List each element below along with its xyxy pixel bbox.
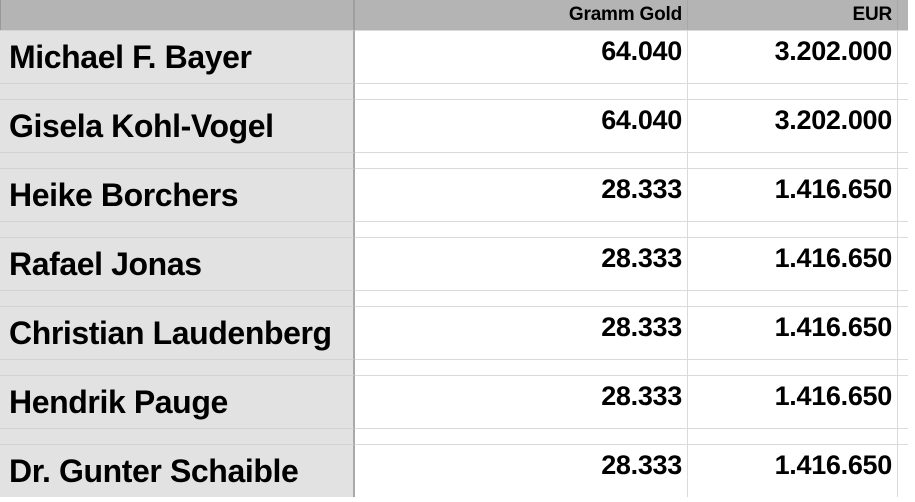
header-row: Gramm Gold EUR bbox=[0, 0, 908, 30]
end-cell bbox=[898, 306, 908, 359]
header-cell-empty[interactable] bbox=[0, 0, 355, 30]
end-cell bbox=[898, 168, 908, 221]
header-cell-eur[interactable]: EUR bbox=[688, 0, 898, 30]
spacer-name-cell[interactable] bbox=[0, 83, 355, 99]
spacer-eur-cell[interactable] bbox=[688, 221, 898, 237]
spacer-gold-cell[interactable] bbox=[355, 152, 688, 168]
gramm-gold-cell[interactable]: 28.333 bbox=[355, 306, 688, 359]
spacer-name-cell[interactable] bbox=[0, 221, 355, 237]
header-cell-gramm-gold[interactable]: Gramm Gold bbox=[355, 0, 688, 30]
spacer-eur-cell[interactable] bbox=[688, 428, 898, 444]
table-row: Gisela Kohl-Vogel 64.040 3.202.000 bbox=[0, 99, 908, 152]
spacer-eur-cell[interactable] bbox=[688, 83, 898, 99]
end-cell bbox=[898, 359, 908, 375]
gramm-gold-cell[interactable]: 28.333 bbox=[355, 237, 688, 290]
spacer-row bbox=[0, 359, 908, 375]
table-row: Rafael Jonas 28.333 1.416.650 bbox=[0, 237, 908, 290]
gramm-gold-cell[interactable]: 64.040 bbox=[355, 99, 688, 152]
gramm-gold-cell[interactable]: 28.333 bbox=[355, 375, 688, 428]
end-cell bbox=[898, 30, 908, 83]
eur-cell[interactable]: 1.416.650 bbox=[688, 375, 898, 428]
end-cell bbox=[898, 237, 908, 290]
end-cell bbox=[898, 290, 908, 306]
name-cell[interactable]: Christian Laudenberg bbox=[0, 306, 355, 359]
gramm-gold-cell[interactable]: 28.333 bbox=[355, 168, 688, 221]
spacer-name-cell[interactable] bbox=[0, 290, 355, 306]
end-cell bbox=[898, 221, 908, 237]
end-cell bbox=[898, 152, 908, 168]
name-cell[interactable]: Hendrik Pauge bbox=[0, 375, 355, 428]
spacer-row bbox=[0, 152, 908, 168]
table-row: Heike Borchers 28.333 1.416.650 bbox=[0, 168, 908, 221]
name-cell[interactable]: Gisela Kohl-Vogel bbox=[0, 99, 355, 152]
name-cell[interactable]: Michael F. Bayer bbox=[0, 30, 355, 83]
spacer-name-cell[interactable] bbox=[0, 359, 355, 375]
end-cell bbox=[898, 428, 908, 444]
eur-cell[interactable]: 1.416.650 bbox=[688, 168, 898, 221]
name-cell[interactable]: Dr. Gunter Schaible bbox=[0, 444, 355, 497]
table-row: Dr. Gunter Schaible 28.333 1.416.650 bbox=[0, 444, 908, 497]
eur-cell[interactable]: 1.416.650 bbox=[688, 306, 898, 359]
spacer-gold-cell[interactable] bbox=[355, 290, 688, 306]
spacer-name-cell[interactable] bbox=[0, 152, 355, 168]
end-cell bbox=[898, 99, 908, 152]
table-row: Christian Laudenberg 28.333 1.416.650 bbox=[0, 306, 908, 359]
spacer-gold-cell[interactable] bbox=[355, 359, 688, 375]
table-row: Hendrik Pauge 28.333 1.416.650 bbox=[0, 375, 908, 428]
gramm-gold-cell[interactable]: 64.040 bbox=[355, 30, 688, 83]
table-row: Michael F. Bayer 64.040 3.202.000 bbox=[0, 30, 908, 83]
spacer-row bbox=[0, 221, 908, 237]
spacer-row bbox=[0, 83, 908, 99]
spacer-gold-cell[interactable] bbox=[355, 428, 688, 444]
spacer-gold-cell[interactable] bbox=[355, 221, 688, 237]
spacer-gold-cell[interactable] bbox=[355, 83, 688, 99]
spacer-row bbox=[0, 428, 908, 444]
eur-cell[interactable]: 3.202.000 bbox=[688, 30, 898, 83]
spacer-eur-cell[interactable] bbox=[688, 359, 898, 375]
name-cell[interactable]: Heike Borchers bbox=[0, 168, 355, 221]
end-cell bbox=[898, 444, 908, 497]
spacer-eur-cell[interactable] bbox=[688, 152, 898, 168]
spacer-eur-cell[interactable] bbox=[688, 290, 898, 306]
gramm-gold-cell[interactable]: 28.333 bbox=[355, 444, 688, 497]
end-cell bbox=[898, 375, 908, 428]
header-cell-end bbox=[898, 0, 908, 30]
name-cell[interactable]: Rafael Jonas bbox=[0, 237, 355, 290]
eur-cell[interactable]: 1.416.650 bbox=[688, 237, 898, 290]
spacer-row bbox=[0, 290, 908, 306]
eur-cell[interactable]: 1.416.650 bbox=[688, 444, 898, 497]
end-cell bbox=[898, 83, 908, 99]
eur-cell[interactable]: 3.202.000 bbox=[688, 99, 898, 152]
spacer-name-cell[interactable] bbox=[0, 428, 355, 444]
